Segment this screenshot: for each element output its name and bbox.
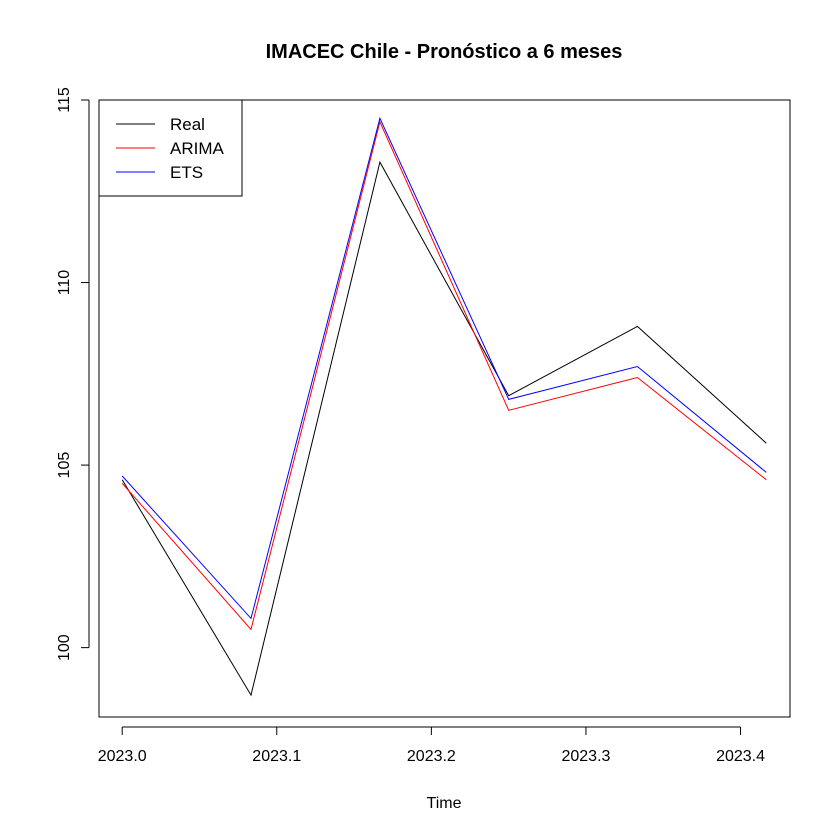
- legend-label: Real: [170, 115, 205, 134]
- plot-border: [98, 99, 791, 718]
- x-tick-label: 2023.2: [407, 748, 456, 765]
- legend-label: ARIMA: [170, 139, 225, 158]
- y-tick-label: 105: [56, 452, 73, 479]
- x-tick-label: 2023.0: [98, 748, 147, 765]
- series-line-real: [121, 160, 767, 697]
- y-tick-label: 100: [56, 634, 73, 661]
- series-line-ets: [121, 116, 767, 620]
- legend-label: ETS: [170, 163, 203, 182]
- x-tick-label: 2023.4: [716, 748, 765, 765]
- plot-area: 2023.0 2023.1 2023.2 2023.3 2023.4 100 105 110 1…: [56, 87, 791, 765]
- x-axis-label: Time: [427, 795, 462, 812]
- x-tick-label: 2023.3: [561, 748, 610, 765]
- y-tick-label: 115: [56, 87, 73, 113]
- y-tick-label: 110: [56, 270, 73, 296]
- series-line-arima: [121, 120, 767, 631]
- x-tick-label: 2023.1: [252, 748, 301, 765]
- chart-title: IMACEC Chile - Pronóstico a 6 meses: [266, 41, 623, 63]
